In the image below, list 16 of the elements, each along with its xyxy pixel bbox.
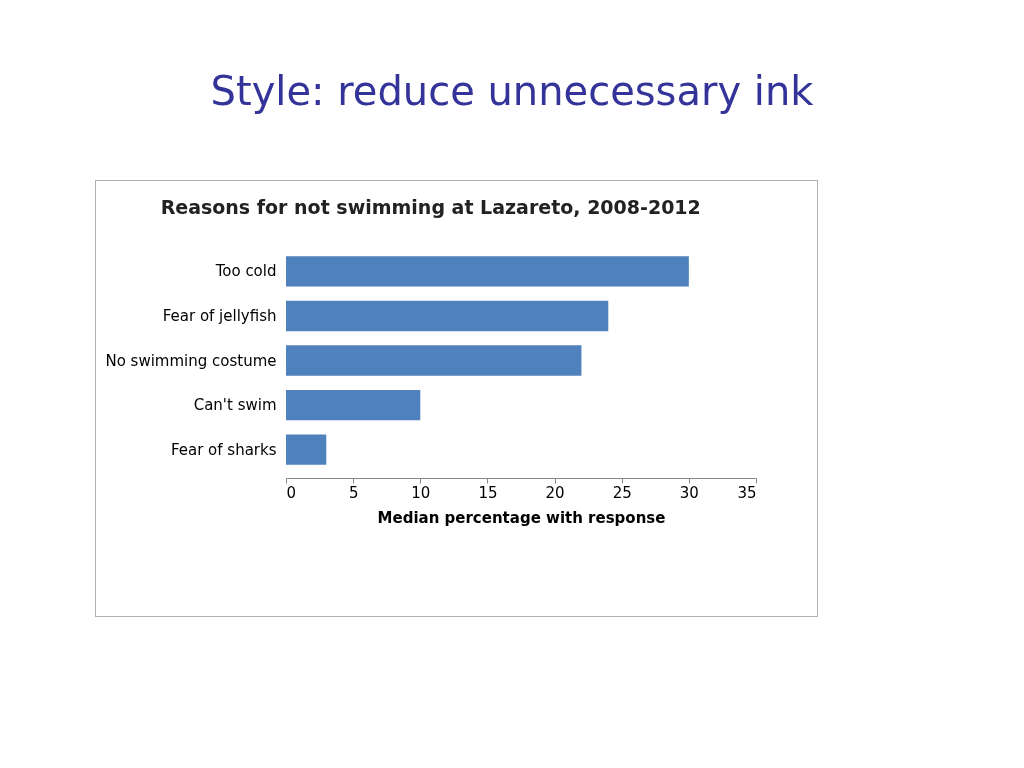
y-tick-label: Too cold (214, 262, 277, 281)
x-axis-title: Median percentage with response (377, 508, 666, 527)
chart-subtitle: Reasons for not swimming at Lazareto, 2008-2012 (160, 196, 701, 218)
x-tick-label: 20 (545, 483, 565, 502)
x-tick-label: 35 (737, 483, 757, 502)
y-tick-label: Can't swim (193, 396, 277, 415)
y-tick-label: Fear of sharks (170, 440, 277, 459)
x-tick-label: 15 (478, 483, 498, 502)
chart-title: Style: reduce unnecessary ink (209, 68, 815, 114)
x-tick-label: 25 (612, 483, 632, 502)
x-tick-label: 0 (286, 483, 297, 502)
y-tick-label: Fear of jellyfish (162, 306, 277, 325)
y-tick-label: No swimming costume (105, 351, 277, 370)
x-tick-label: 30 (679, 483, 699, 502)
x-tick-label: 5 (348, 483, 359, 502)
x-tick-label: 10 (411, 483, 431, 502)
